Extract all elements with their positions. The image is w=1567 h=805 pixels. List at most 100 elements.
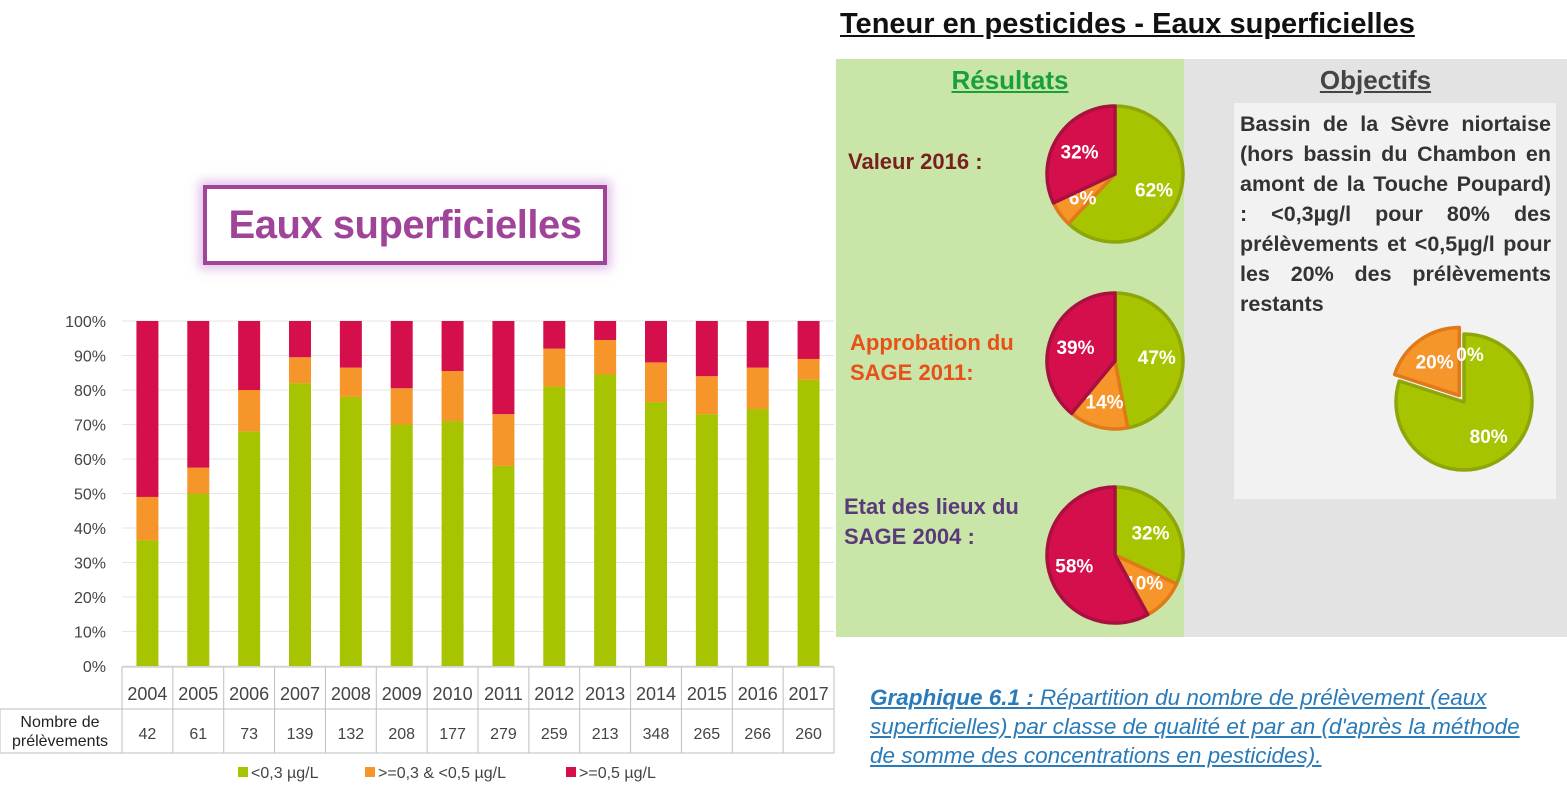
pie-sage-2004: 32%10%58%: [1045, 485, 1185, 625]
pie-slice: [1392, 325, 1462, 398]
table-cell: 265: [694, 726, 721, 743]
bar-segment: [390, 388, 413, 425]
bar-segment: [187, 321, 210, 468]
x-tick-label: 2014: [636, 684, 676, 704]
pie-slice: [1066, 104, 1185, 244]
bar-segment: [746, 321, 769, 368]
label-sage-2011: Approbation du SAGE 2011:: [850, 330, 1014, 385]
y-tick-label: 100%: [65, 314, 106, 331]
bar-segment: [695, 376, 718, 415]
table-cell: 260: [795, 726, 822, 743]
bar-segment: [289, 383, 311, 666]
bar-segment: [187, 493, 210, 666]
x-tick-label: 2005: [178, 684, 218, 704]
bar-segment: [543, 321, 566, 349]
bar-segment: [797, 321, 820, 359]
y-tick-label: 40%: [74, 521, 106, 538]
pie-slice: [1113, 291, 1185, 430]
bar-segment: [543, 386, 566, 666]
table-cell: 139: [287, 726, 314, 743]
x-tick-label: 2017: [789, 684, 829, 704]
pie-label: 58%: [1055, 556, 1093, 577]
bar-segment: [492, 321, 515, 415]
bar-segment: [645, 402, 667, 666]
bar-segment: [441, 371, 464, 422]
pie-objectives: 80% 20% 0%: [1392, 325, 1534, 472]
bar-segment: [746, 408, 769, 666]
pie-label: 39%: [1056, 338, 1094, 359]
legend-label: >=0,5 µg/L: [579, 765, 656, 782]
bar-segment: [594, 321, 617, 340]
x-tick-label: 2004: [127, 684, 167, 704]
bar-segment: [695, 414, 718, 666]
y-tick-label: 10%: [74, 625, 106, 642]
table-cell: 259: [541, 726, 568, 743]
pie-label: 0%: [1456, 345, 1484, 366]
table-cell: 208: [388, 726, 415, 743]
chart-title-box: Eaux superficielles: [203, 185, 607, 265]
pie-slice: [1394, 332, 1534, 472]
x-tick-label: 2016: [738, 684, 778, 704]
bar-segment: [339, 321, 362, 368]
pie-label: 47%: [1138, 348, 1176, 369]
bar-segment: [645, 362, 667, 403]
x-tick-label: 2013: [585, 684, 625, 704]
table-cell: 132: [338, 726, 365, 743]
y-tick-label: 90%: [74, 349, 106, 366]
bar-segment: [187, 467, 210, 494]
y-tick-label: 70%: [74, 418, 106, 435]
pie-label: 62%: [1135, 180, 1173, 201]
legend-swatch: [566, 767, 576, 777]
pie-slice: [1045, 291, 1117, 416]
bar-segment: [594, 339, 617, 375]
label-value-2016: Valeur 2016 :: [848, 149, 983, 174]
bar-segment: [492, 465, 515, 666]
chart-title: Eaux superficielles: [228, 202, 582, 247]
pie-slice: [1045, 104, 1117, 205]
table-cell: 42: [139, 726, 157, 743]
bar-segment: [238, 390, 261, 432]
table-cell: 177: [439, 726, 466, 743]
pie-label: 20%: [1416, 353, 1454, 374]
bar-segment: [390, 424, 413, 666]
bar-segment: [594, 374, 617, 666]
pie-value-2016: 62%6%32%: [1045, 104, 1185, 244]
bar-segment: [695, 321, 718, 377]
bar-segment: [543, 348, 566, 387]
table-cell: 279: [490, 726, 517, 743]
y-tick-label: 30%: [74, 556, 106, 573]
legend-swatch: [238, 767, 248, 777]
objectives-panel: Objectifs Bassin de la Sèvre niortaise (…: [1184, 59, 1567, 637]
pie-label: 80%: [1470, 427, 1508, 448]
bar-segment: [492, 414, 515, 466]
y-tick-label: 50%: [74, 487, 106, 504]
stacked-bar-chart: 0% 10% 20% 30% 40% 50% 60% 70% 80% 90% 100% 2004 42 2…: [0, 314, 835, 782]
bar-segment: [746, 367, 769, 409]
pie-slice: [1113, 485, 1185, 586]
bar-segment: [289, 357, 311, 384]
legend-swatch: [365, 767, 375, 777]
table-cell: 73: [240, 726, 258, 743]
objectives-box: Bassin de la Sèvre niortaise (hors bassi…: [1234, 103, 1556, 499]
pie-label: 32%: [1061, 142, 1099, 163]
bar-segment: [339, 396, 362, 666]
x-tick-label: 2015: [687, 684, 727, 704]
bar-segment: [238, 431, 261, 666]
legend-label: <0,3 µg/L: [251, 765, 319, 782]
table-cell: 266: [744, 726, 771, 743]
bar-segment: [289, 321, 311, 358]
bar-segment: [645, 321, 667, 363]
y-tick-label: 60%: [74, 452, 106, 469]
table-cell: 61: [189, 726, 207, 743]
x-tick-label: 2011: [484, 684, 523, 704]
bar-segment: [136, 496, 159, 541]
objectives-heading: Objectifs: [1319, 65, 1432, 95]
caption-label: Graphique 6.1 :: [870, 685, 1034, 710]
figure-caption: Graphique 6.1 : Répartition du nombre de…: [870, 683, 1550, 770]
bar-segment: [238, 321, 261, 390]
bar-segment: [390, 321, 413, 389]
bar-segment: [136, 321, 159, 497]
bar-segment: [441, 421, 464, 666]
results-heading: Résultats: [951, 65, 1069, 95]
table-cell: 348: [643, 726, 670, 743]
